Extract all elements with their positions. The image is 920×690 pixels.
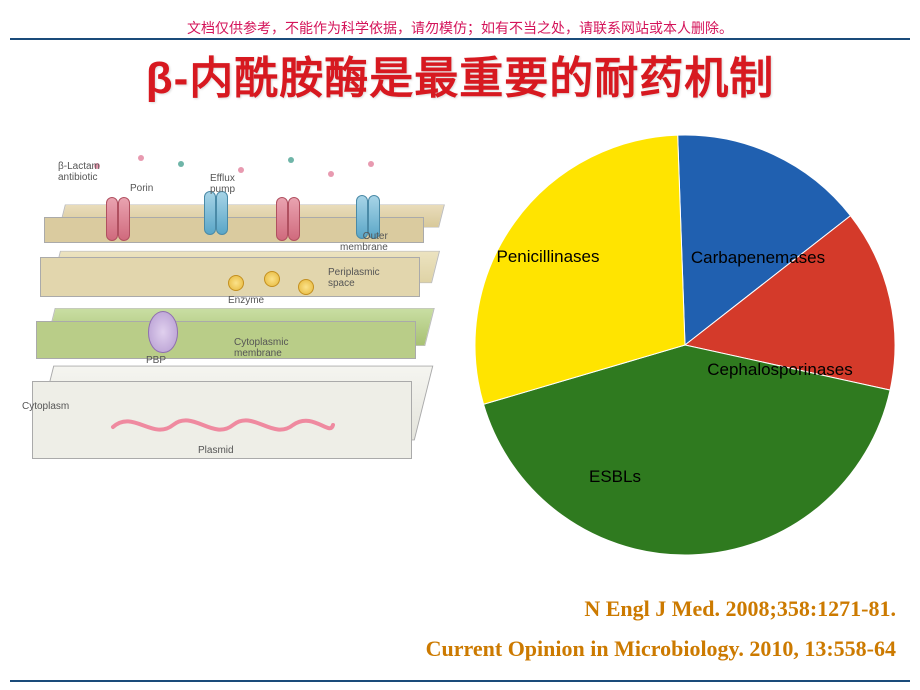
label-beta-lactam: β-Lactamantibiotic [58, 161, 100, 183]
porin-icon [118, 197, 130, 241]
beta-lactamase-pie-chart: Carbapenemases Cephalosporinases ESBLs Peni… [440, 115, 905, 570]
label-cytoplasm: Cytoplasm [22, 401, 69, 412]
pie-label-penicillinases: Penicillinases [497, 247, 600, 267]
enzyme-icon [264, 271, 280, 287]
label-cyto-mem: Cytoplasmicmembrane [234, 337, 288, 359]
label-pbp: PBP [146, 355, 166, 366]
pie-label-esbls: ESBLs [589, 467, 641, 487]
antibiotic-dot [138, 155, 144, 161]
antibiotic-dot [238, 167, 244, 173]
antibiotic-dot [328, 171, 334, 177]
disclaimer-text: 文档仅供参考，不能作为科学依据，请勿模仿；如有不当之处，请联系网站或本人删除。 [0, 18, 920, 38]
pbp-icon [148, 311, 178, 353]
plasmid-icon [108, 407, 338, 443]
bottom-rule [10, 680, 910, 682]
antibiotic-dot [288, 157, 294, 163]
citation-1: N Engl J Med. 2008;358:1271-81. [584, 596, 896, 622]
efflux-pump-icon [216, 191, 228, 235]
efflux-pump-icon [204, 191, 216, 235]
label-periplasm: Periplasmicspace [328, 267, 380, 289]
label-plasmid: Plasmid [198, 445, 234, 456]
top-rule [10, 38, 910, 40]
label-porin: Porin [130, 183, 153, 194]
citation-2: Current Opinion in Microbiology. 2010, 1… [426, 636, 896, 662]
pie-label-cephalosporinases: Cephalosporinases [707, 360, 853, 380]
porin-icon [276, 197, 288, 241]
pie-svg [440, 115, 905, 570]
slide-title: β-内酰胺酶是最重要的耐药机制 [0, 42, 920, 106]
antibiotic-dot [178, 161, 184, 167]
inner-membrane-front [36, 321, 416, 359]
enzyme-icon [228, 275, 244, 291]
enzyme-icon [298, 279, 314, 295]
antibiotic-dot [368, 161, 374, 167]
label-efflux: Effluxpump [210, 173, 235, 195]
label-outer: Outermembrane [340, 231, 388, 253]
porin-icon [288, 197, 300, 241]
label-enzyme: Enzyme [228, 295, 264, 306]
pie-label-carbapenemases: Carbapenemases [691, 248, 825, 268]
porin-icon [106, 197, 118, 241]
membrane-diagram: β-Lactamantibiotic Porin Effluxpump Oute… [28, 155, 428, 475]
